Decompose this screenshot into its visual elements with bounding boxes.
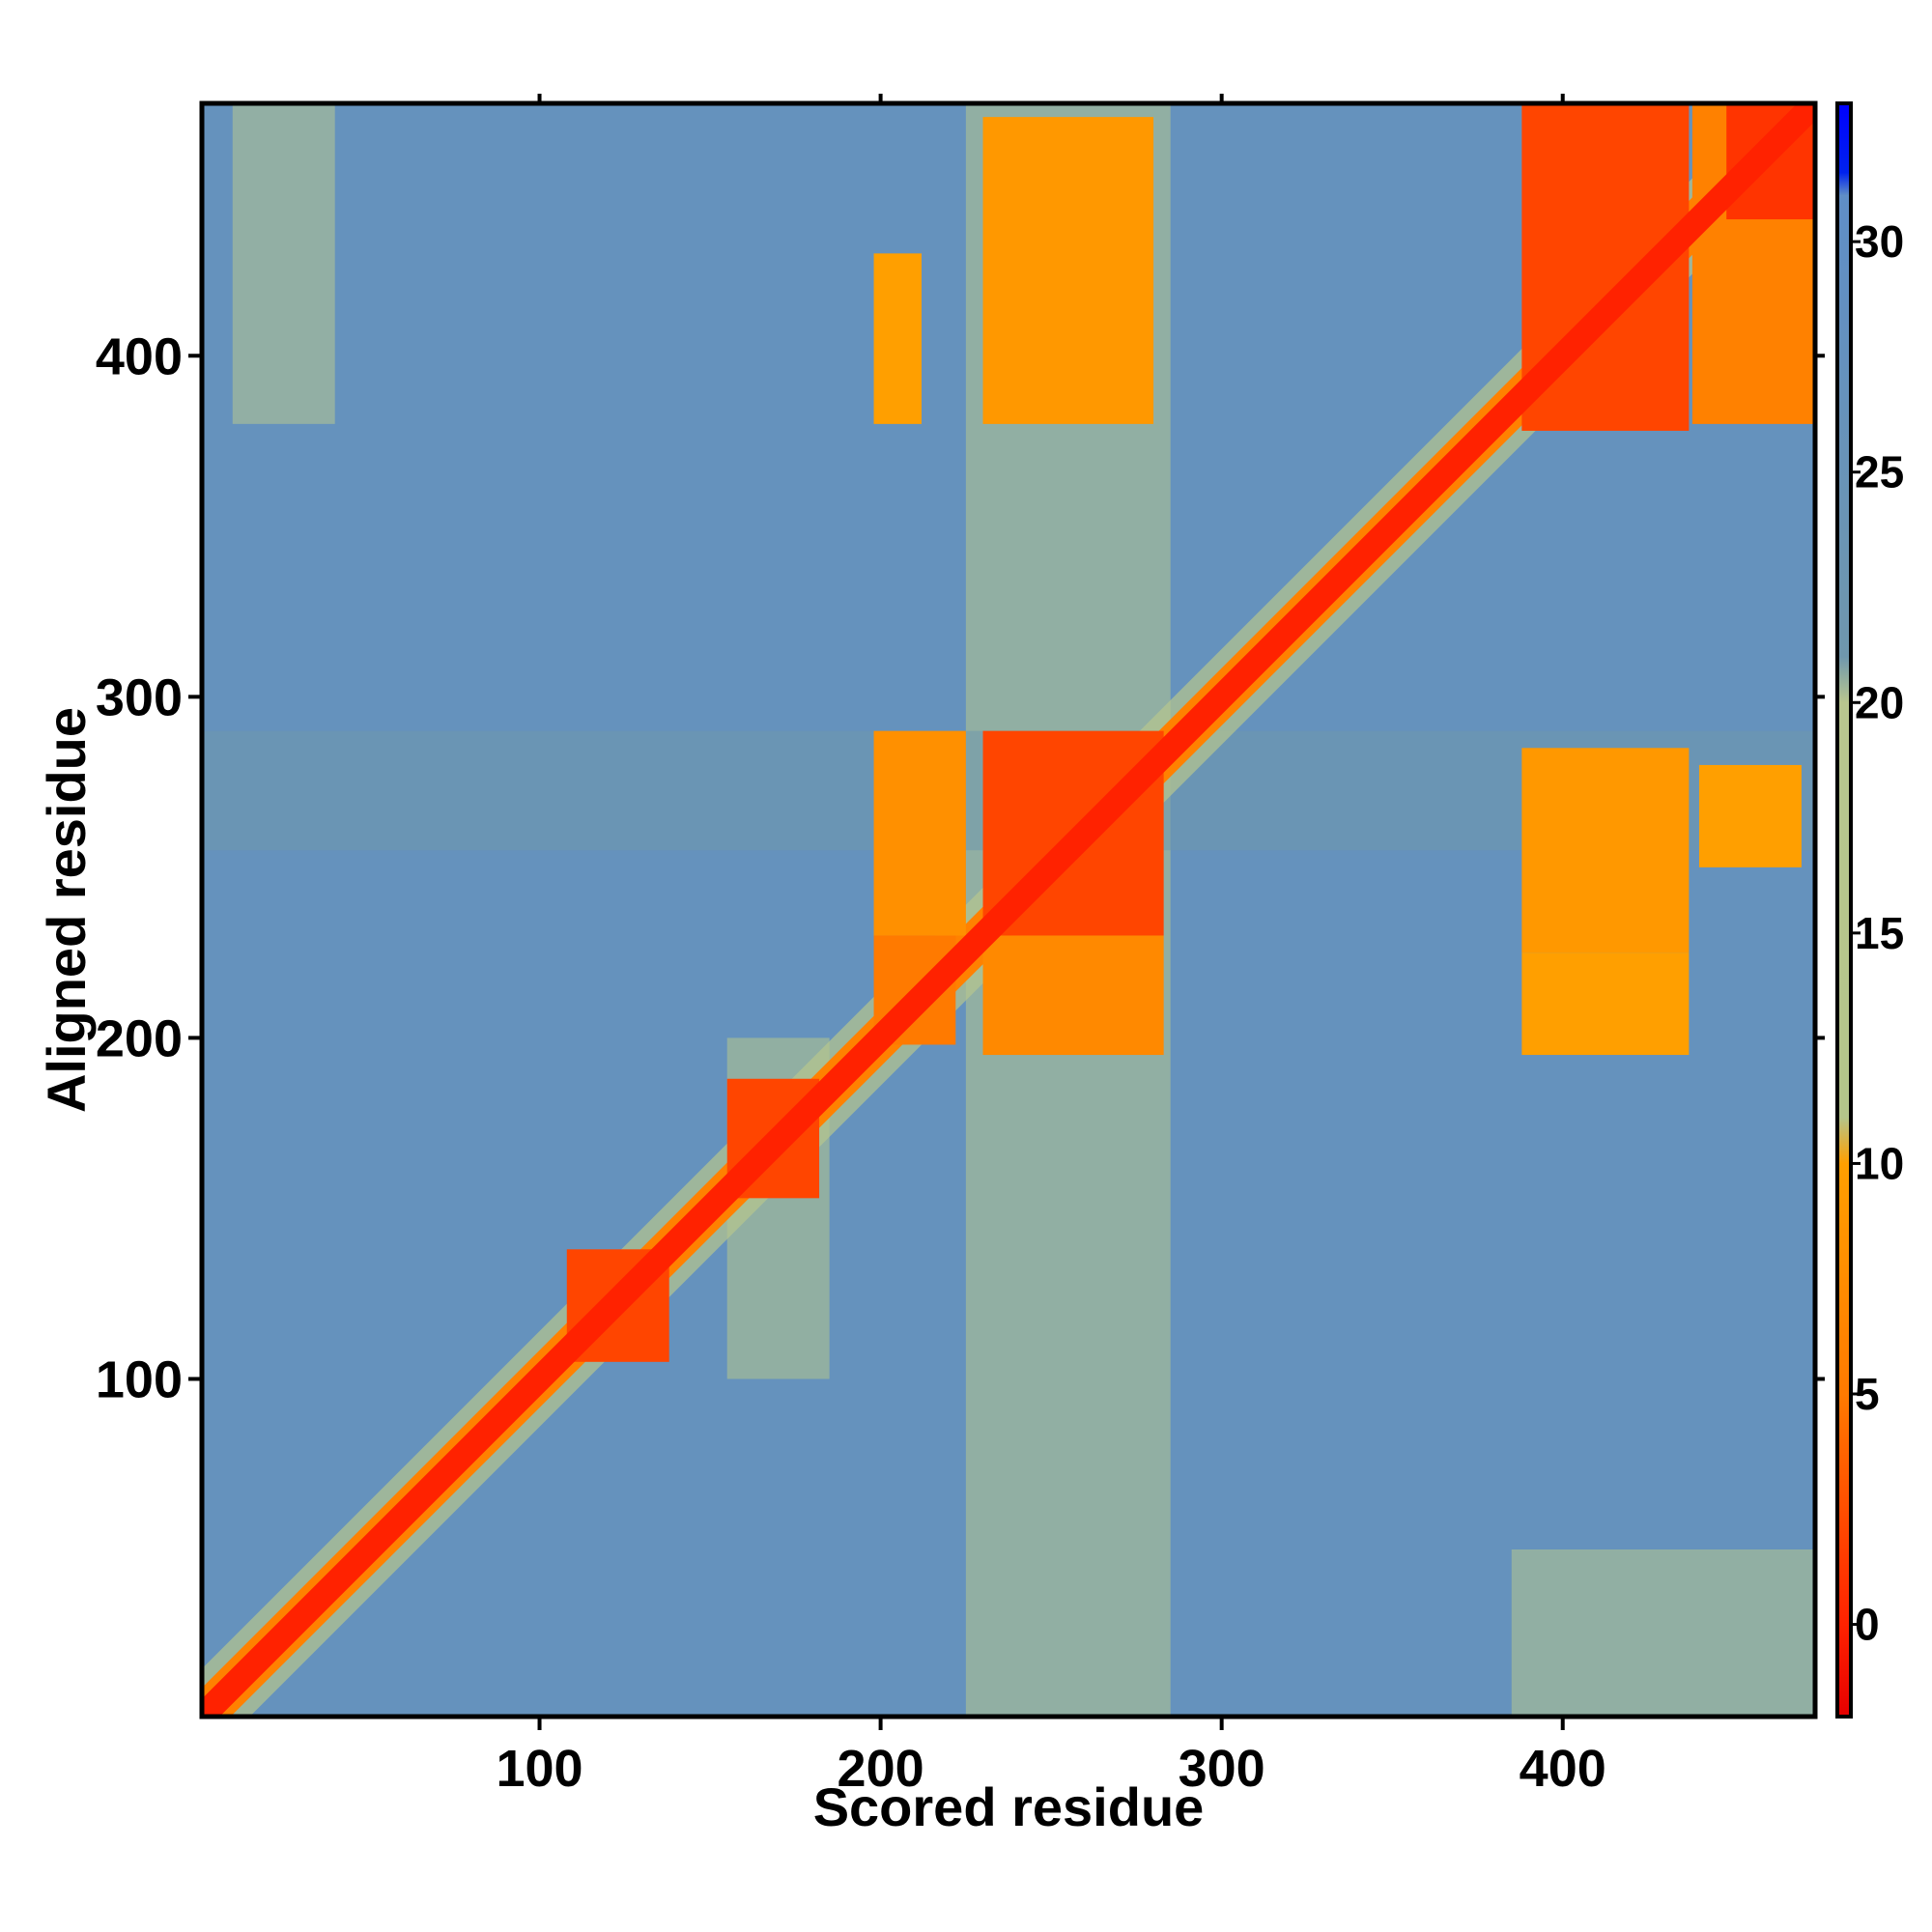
diagonal-line [202, 103, 1815, 1717]
colorbar-tick-label: 20 [1855, 677, 1904, 727]
heatmap-block [873, 730, 966, 936]
y-tick-label: 200 [96, 1009, 183, 1067]
y-axis-title: Aligned residue [36, 707, 97, 1113]
x-tick-label: 100 [496, 1740, 582, 1798]
colorbar: 0 5 10 15 20 25 30 [1835, 101, 1904, 1719]
heatmap-area [202, 103, 1815, 1717]
y-tick-label: 400 [96, 327, 183, 385]
plot-frame [199, 100, 1818, 1719]
colorbar-ticks: 0 5 10 15 20 25 30 [1851, 216, 1904, 1650]
x-axis-ticks: 100 200 300 400 [496, 94, 1606, 1798]
y-tick-label: 100 [96, 1350, 183, 1408]
colorbar-tick-label: 25 [1855, 447, 1904, 497]
heatmap-block [1698, 764, 1802, 867]
heatmap-block [1521, 952, 1690, 1056]
heatmap-block [873, 253, 922, 424]
heatmap-block [982, 935, 1164, 1056]
y-tick-label: 300 [96, 668, 183, 726]
colorbar-tick-label: 30 [1855, 216, 1904, 267]
colorbar-tick-label: 10 [1855, 1138, 1904, 1188]
x-tick-label: 400 [1520, 1740, 1606, 1798]
x-tick-label: 300 [1179, 1740, 1265, 1798]
x-tick-label: 200 [838, 1740, 924, 1798]
heatmap-block [1521, 748, 1690, 953]
heatmap-block [982, 117, 1154, 424]
heatmap-band [232, 103, 335, 424]
colorbar-tick-label: 0 [1855, 1600, 1880, 1650]
colorbar-tick-label: 15 [1855, 908, 1904, 958]
heatmap-band [1511, 1548, 1815, 1717]
colorbar-tick-label: 5 [1855, 1369, 1880, 1419]
x-axis-title: Scored residue [813, 1776, 1205, 1837]
y-axis-ticks: 100 200 300 400 [96, 327, 1825, 1408]
colorbar-bar [1835, 101, 1853, 1719]
